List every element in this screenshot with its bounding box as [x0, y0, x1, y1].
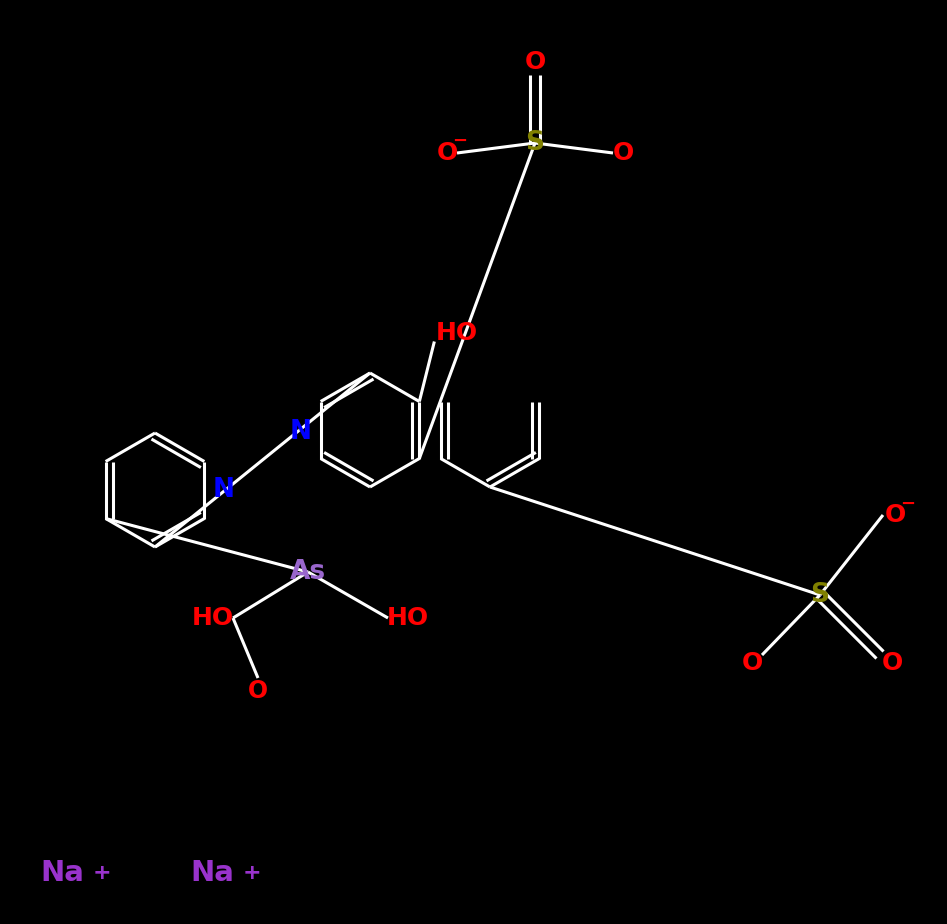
- Text: HO: HO: [436, 322, 477, 346]
- Text: HO: HO: [192, 606, 234, 630]
- Text: O: O: [248, 679, 268, 703]
- Text: +: +: [93, 863, 112, 883]
- Text: −: −: [453, 132, 468, 150]
- Text: Na: Na: [40, 859, 84, 887]
- Text: O: O: [525, 50, 545, 74]
- Text: HO: HO: [387, 606, 429, 630]
- Text: O: O: [742, 651, 762, 675]
- Text: S: S: [811, 582, 830, 608]
- Text: −: −: [901, 495, 916, 513]
- Text: Na: Na: [190, 859, 234, 887]
- Text: N: N: [213, 477, 235, 503]
- Text: O: O: [884, 503, 905, 527]
- Text: O: O: [613, 141, 634, 165]
- Text: O: O: [882, 651, 902, 675]
- Text: +: +: [242, 863, 261, 883]
- Text: As: As: [290, 559, 326, 585]
- Text: N: N: [290, 419, 313, 445]
- Text: S: S: [526, 130, 545, 156]
- Text: O: O: [437, 141, 457, 165]
